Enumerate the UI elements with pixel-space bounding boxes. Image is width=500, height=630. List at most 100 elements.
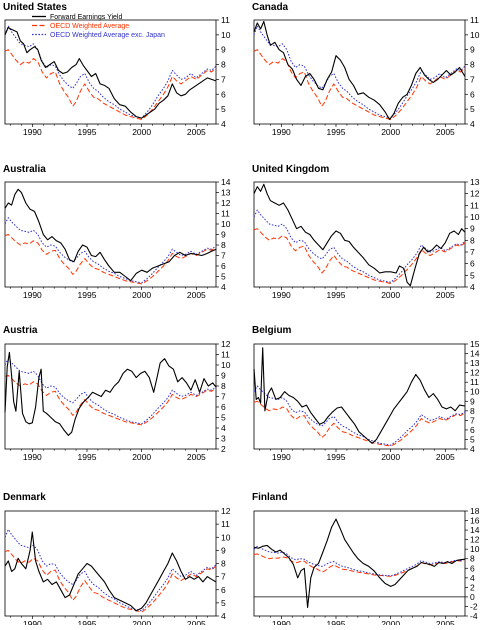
y-tick-label: 5 bbox=[470, 434, 475, 444]
series-line-oecd-weighted-average bbox=[253, 49, 466, 120]
y-tick-label: 9 bbox=[221, 545, 226, 555]
y-tick-label: 10 bbox=[470, 544, 480, 554]
legend-label: OECD Weighted Average exc. Japan bbox=[50, 32, 165, 39]
series-line-oecd-exc-japan bbox=[253, 209, 466, 283]
y-tick-label: 5 bbox=[221, 104, 226, 114]
x-tick-label: 2000 bbox=[132, 452, 151, 462]
series-line-forward-earnings-yield bbox=[253, 518, 466, 608]
y-tick-label: 12 bbox=[470, 189, 480, 199]
y-tick-label: 12 bbox=[470, 535, 480, 545]
y-tick-label: 13 bbox=[470, 358, 480, 368]
legend-label: OECD Weighted Average bbox=[50, 23, 129, 30]
y-tick-label: 6 bbox=[221, 89, 226, 99]
y-tick-label: 8 bbox=[470, 406, 475, 416]
y-tick-label: 10 bbox=[470, 387, 480, 397]
y-tick-label: 8 bbox=[221, 60, 226, 70]
y-tick-label: 4 bbox=[470, 444, 475, 454]
y-tick-label: 12 bbox=[221, 198, 231, 208]
y-tick-label: 11 bbox=[221, 350, 230, 360]
y-tick-label: 5 bbox=[221, 272, 226, 282]
y-tick-label: 4 bbox=[470, 119, 475, 129]
x-tick-label: 1990 bbox=[272, 290, 291, 300]
series-line-forward-earnings-yield bbox=[253, 20, 466, 121]
y-tick-label: 7 bbox=[221, 251, 226, 261]
y-tick-label: 10 bbox=[470, 212, 480, 222]
x-tick-label: 1995 bbox=[327, 452, 346, 462]
y-tick-label: 4 bbox=[221, 611, 226, 621]
x-tick-label: 2005 bbox=[436, 290, 455, 300]
plot-frame bbox=[4, 19, 217, 125]
x-tick-label: 1995 bbox=[78, 619, 97, 625]
y-tick-label: 10 bbox=[221, 360, 231, 370]
y-tick-label: 2 bbox=[221, 444, 226, 454]
y-tick-label: 7 bbox=[221, 74, 226, 84]
x-tick-label: 1990 bbox=[272, 452, 291, 462]
panel-title: Denmark bbox=[3, 492, 46, 503]
x-tick-label: 1995 bbox=[78, 290, 97, 300]
x-tick-label: 1995 bbox=[78, 452, 97, 462]
panel-title: United States bbox=[3, 2, 67, 13]
plot-frame bbox=[253, 19, 466, 125]
y-tick-label: 7 bbox=[470, 247, 475, 257]
series-line-oecd-weighted-average bbox=[4, 549, 217, 613]
y-tick-label: 10 bbox=[221, 219, 231, 229]
y-tick-label: 11 bbox=[470, 377, 479, 387]
x-tick-label: 2005 bbox=[187, 452, 206, 462]
y-tick-label: 4 bbox=[470, 282, 475, 292]
series-line-forward-earnings-yield bbox=[253, 347, 466, 444]
x-tick-label: 1990 bbox=[272, 127, 291, 137]
y-tick-label: 9 bbox=[470, 396, 475, 406]
x-tick-label: 1995 bbox=[327, 290, 346, 300]
y-tick-label: 9 bbox=[221, 45, 226, 55]
y-tick-label: -2 bbox=[470, 601, 478, 611]
x-tick-label: 2000 bbox=[132, 127, 151, 137]
y-tick-label: 13 bbox=[470, 177, 480, 187]
x-tick-label: 1990 bbox=[23, 619, 42, 625]
y-tick-label: 6 bbox=[221, 261, 226, 271]
x-tick-label: 2000 bbox=[381, 127, 400, 137]
y-tick-label: 11 bbox=[221, 519, 230, 529]
y-tick-label: 10 bbox=[221, 30, 231, 40]
y-tick-label: 11 bbox=[470, 200, 479, 210]
x-tick-label: 2000 bbox=[381, 290, 400, 300]
series-line-oecd-exc-japan bbox=[4, 25, 217, 119]
series-line-oecd-exc-japan bbox=[4, 358, 217, 425]
x-tick-label: 1990 bbox=[272, 619, 291, 625]
series-line-forward-earnings-yield bbox=[4, 26, 217, 119]
panel-united-states: United States 4 5 6 7 8 9 10 11 1990 1995 2000 2005 bbox=[3, 2, 231, 137]
y-tick-label: 5 bbox=[470, 104, 475, 114]
y-tick-label: 8 bbox=[221, 381, 226, 391]
x-tick-label: 1990 bbox=[23, 127, 42, 137]
y-tick-label: 14 bbox=[470, 525, 480, 535]
y-tick-label: 14 bbox=[221, 177, 231, 187]
y-tick-label: 2 bbox=[470, 582, 475, 592]
y-tick-label: 8 bbox=[221, 559, 226, 569]
panel-title: United Kingdom bbox=[252, 164, 329, 175]
y-tick-label: 7 bbox=[470, 74, 475, 84]
panel-title: Australia bbox=[3, 164, 46, 175]
x-tick-label: 1995 bbox=[327, 619, 346, 625]
x-tick-label: 2005 bbox=[436, 452, 455, 462]
y-tick-label: 8 bbox=[470, 60, 475, 70]
plot-frame bbox=[253, 181, 466, 288]
y-tick-label: 12 bbox=[221, 339, 231, 349]
x-tick-label: 1995 bbox=[327, 127, 346, 137]
y-tick-label: 0 bbox=[470, 592, 475, 602]
y-tick-label: 11 bbox=[221, 15, 230, 25]
x-tick-label: 2005 bbox=[187, 127, 206, 137]
y-tick-label: 5 bbox=[221, 598, 226, 608]
y-tick-label: 6 bbox=[221, 402, 226, 412]
y-tick-label: 12 bbox=[221, 506, 231, 516]
series-line-oecd-weighted-average bbox=[4, 234, 217, 285]
y-tick-label: 6 bbox=[470, 259, 475, 269]
series-line-oecd-weighted-average bbox=[4, 49, 217, 120]
series-line-forward-earnings-yield bbox=[4, 351, 217, 436]
y-tick-label: 3 bbox=[221, 434, 226, 444]
x-tick-label: 1995 bbox=[78, 127, 97, 137]
series-line-oecd-exc-japan bbox=[4, 528, 217, 612]
series-line-forward-earnings-yield bbox=[4, 188, 217, 282]
